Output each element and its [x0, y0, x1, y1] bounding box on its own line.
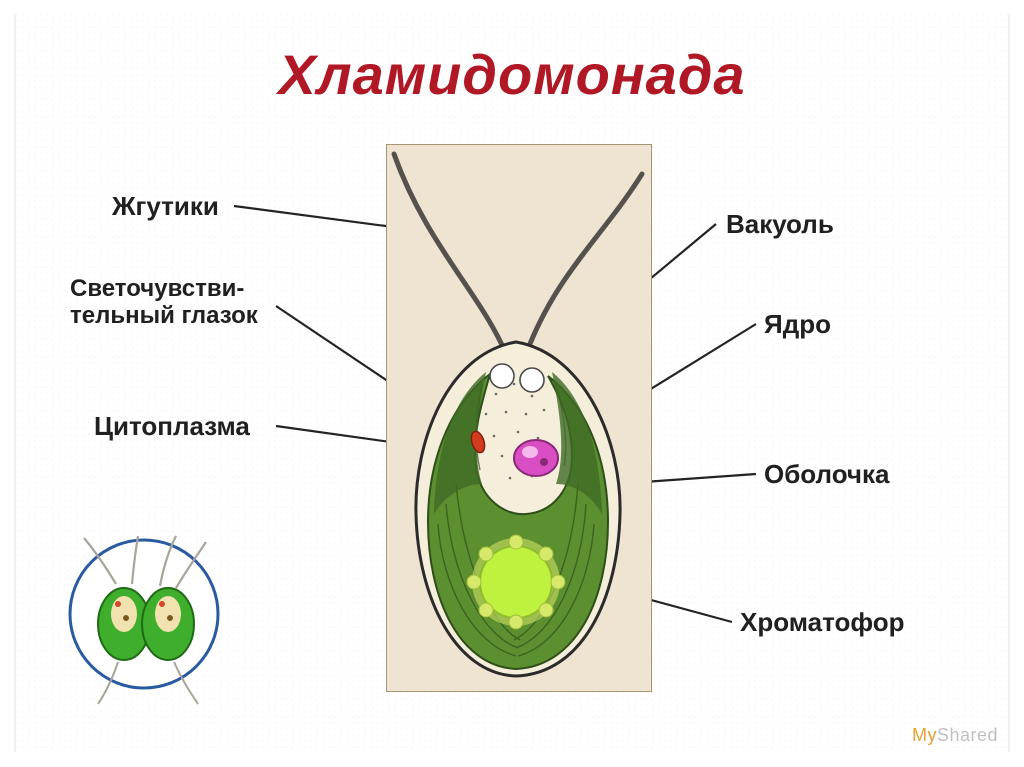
label-vacuole: Вакуоль: [726, 210, 834, 239]
inset-diagram: [54, 514, 234, 714]
label-cytoplasm: Цитоплазма: [94, 412, 250, 441]
cell-diagram: [386, 144, 652, 692]
vacuole-1: [490, 364, 514, 388]
label-chromatophore: Хроматофор: [740, 608, 905, 637]
label-membrane: Оболочка: [764, 460, 890, 489]
label-flagella: Жгутики: [112, 192, 219, 221]
label-nucleus: Ядро: [764, 310, 831, 339]
nucleus: [514, 440, 558, 476]
label-eyespot: Светочувстви- тельный глазок: [70, 276, 258, 330]
pyrenoid: [467, 535, 565, 629]
slide: Хламидомонада: [16, 14, 1008, 752]
watermark-plain: Shared: [937, 725, 998, 745]
watermark-highlight: My: [912, 725, 937, 745]
vacuole-2: [520, 368, 544, 392]
watermark: MyShared: [912, 725, 998, 746]
